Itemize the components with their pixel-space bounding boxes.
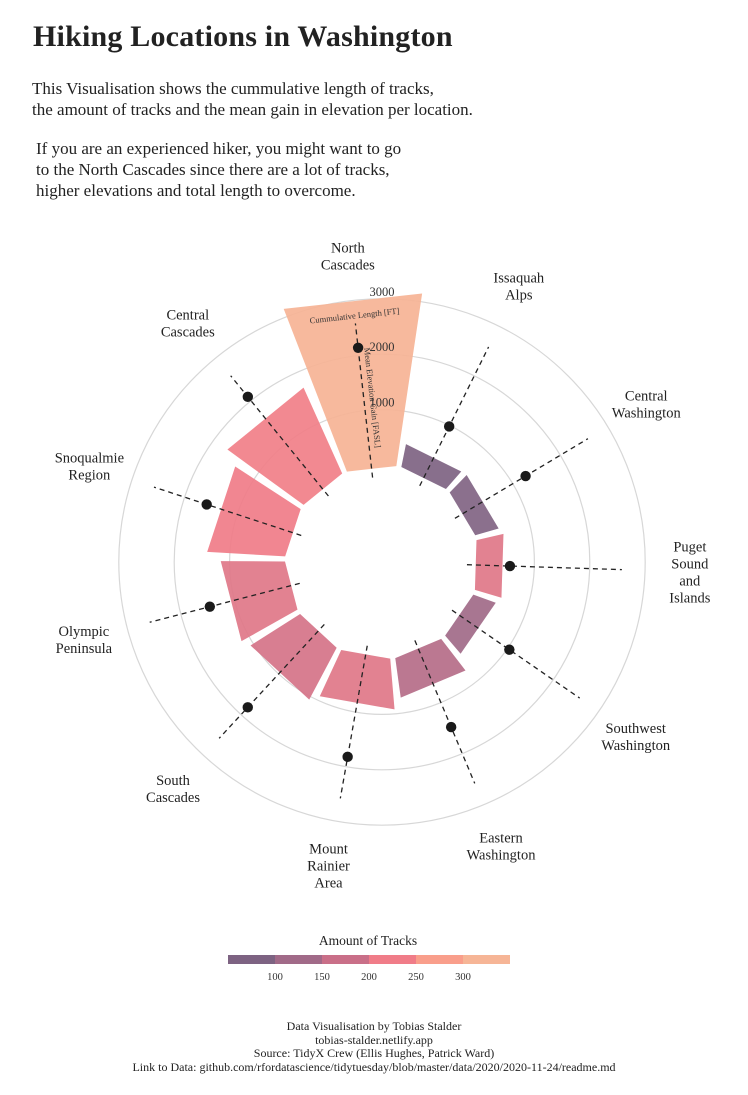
credit-data-link: Link to Data: github.com/rfordatascience… (132, 1059, 616, 1074)
legend-tick-label: 100 (267, 972, 283, 983)
elevation-line (149, 582, 300, 623)
elevation-line (419, 346, 490, 487)
credit-website: tobias-stalder.netlify.app (315, 1032, 433, 1047)
legend-tick-label: 300 (455, 972, 471, 983)
elevation-line (466, 564, 622, 571)
category-label: Cascades (146, 790, 200, 806)
category-label: Area (314, 875, 343, 891)
category-label: Central (166, 307, 209, 323)
category-label: Olympic (58, 624, 109, 640)
intro-line: If you are an experienced hiker, you mig… (36, 139, 402, 158)
intro-paragraph-1: This Visualisation shows the cummulative… (32, 78, 473, 120)
category-label: Southwest (605, 721, 665, 737)
elevation-dot (445, 721, 457, 733)
bar (220, 561, 298, 642)
legend-title: Amount of Tracks (319, 933, 417, 948)
radial-tick-label: 3000 (370, 285, 395, 299)
category-label: North (331, 240, 366, 256)
bar (227, 387, 343, 505)
category-label: South (156, 773, 191, 789)
category-label: Sound (671, 556, 709, 572)
category-label: Region (68, 467, 111, 483)
intro-paragraph-2: If you are an experienced hiker, you mig… (32, 138, 473, 201)
legend-swatch (463, 955, 510, 964)
elevation-dot (342, 751, 353, 763)
legend-swatch (369, 955, 416, 964)
legend-tick-label: 250 (408, 972, 424, 983)
category-label: Cascades (161, 324, 215, 340)
category-label: Alps (505, 288, 533, 304)
category-label: Peninsula (56, 641, 113, 657)
category-label: Washington (467, 848, 537, 864)
legend-swatch (275, 955, 322, 964)
category-label: Issaquah (493, 271, 544, 287)
footer-credits: Data Visualisation by Tobias Stalder tob… (0, 1019, 748, 1074)
radial-tick-label: 1000 (370, 396, 395, 410)
intro-line: This Visualisation shows the cummulative… (32, 79, 434, 98)
category-label: Mount (309, 841, 348, 857)
credit-author: Data Visualisation by Tobias Stalder (286, 1019, 462, 1033)
elevation-line (218, 623, 325, 739)
elevation-line (153, 486, 302, 537)
elevation-dot (242, 391, 254, 403)
elevation-line (451, 609, 581, 699)
legend-swatch (322, 955, 369, 964)
legend-swatch (416, 955, 463, 964)
radial-tick-label: 2000 (370, 340, 395, 354)
legend-swatch (228, 955, 275, 964)
credit-source: Source: TidyX Crew (Ellis Hughes, Patric… (253, 1046, 495, 1060)
bar (250, 613, 337, 700)
bar (401, 444, 462, 490)
elevation-dot (504, 560, 516, 572)
category-label: Rainier (307, 858, 350, 874)
legend-tick-label: 200 (361, 972, 377, 983)
legend-tick-label: 150 (314, 972, 330, 983)
intro-text: This Visualisation shows the cummulative… (32, 78, 473, 201)
category-label: Central (625, 388, 668, 404)
elevation-dot (504, 644, 515, 655)
category-label: Eastern (479, 831, 523, 847)
category-label: Snoqualmie (55, 450, 124, 466)
intro-line: the amount of tracks and the mean gain i… (32, 100, 473, 119)
intro-line: to the North Cascades since there are a … (36, 160, 390, 179)
elevation-dot (201, 499, 212, 510)
bar (283, 293, 423, 472)
elevation-line (339, 645, 368, 799)
bar (319, 650, 395, 710)
elevation-line (454, 438, 589, 519)
elevation-dot (204, 601, 216, 612)
category-label: Puget (673, 539, 706, 555)
category-label: and (679, 573, 701, 589)
category-label: Islands (669, 590, 710, 606)
elevation-dot (352, 342, 364, 353)
bar (207, 466, 301, 557)
elevation-line (414, 640, 476, 784)
category-label: Cascades (321, 257, 375, 273)
category-label: Washington (612, 405, 682, 421)
category-label: Washington (601, 738, 671, 754)
bar (445, 594, 496, 654)
bar (449, 475, 499, 536)
elevation-dot (242, 702, 253, 713)
bar (395, 638, 466, 698)
page-title: Hiking Locations in Washington (33, 20, 453, 53)
elevation-dot (520, 470, 531, 482)
intro-line: higher elevations and total length to ov… (36, 181, 356, 200)
elevation-dot (443, 421, 455, 432)
